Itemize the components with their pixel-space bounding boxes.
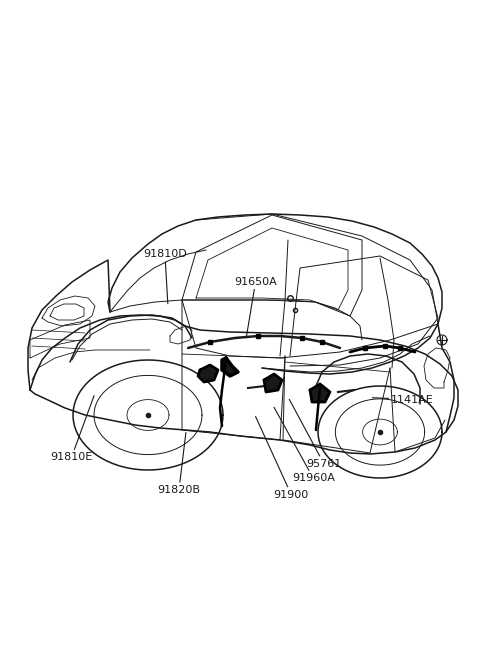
Polygon shape — [264, 374, 282, 392]
Text: 95761: 95761 — [289, 400, 341, 469]
Text: 91810E: 91810E — [50, 396, 94, 462]
Polygon shape — [222, 358, 238, 376]
Text: 91810D: 91810D — [143, 249, 187, 304]
Polygon shape — [198, 365, 218, 382]
Polygon shape — [310, 384, 330, 402]
Text: 91820B: 91820B — [157, 432, 201, 495]
Text: 91900: 91900 — [255, 417, 309, 500]
Text: 1141AE: 1141AE — [372, 394, 434, 405]
Text: 91650A: 91650A — [234, 276, 277, 338]
Text: 91960A: 91960A — [274, 407, 335, 483]
